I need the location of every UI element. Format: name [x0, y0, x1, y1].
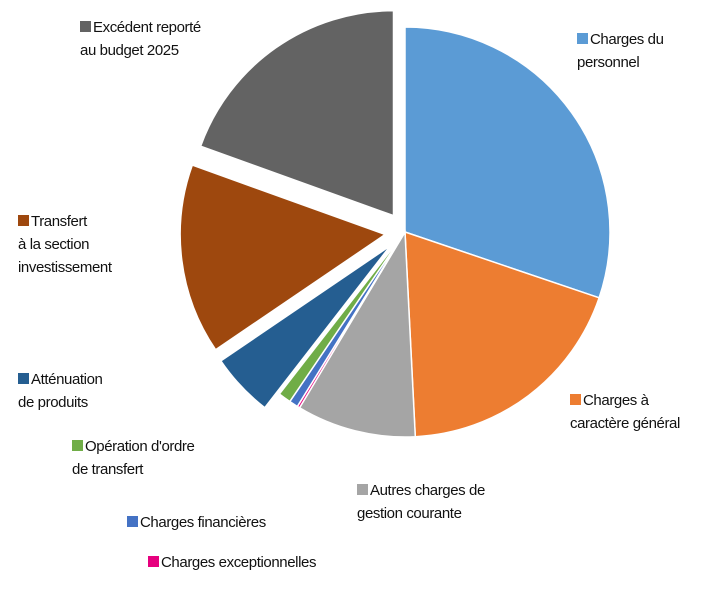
label-text: Autres charges de gestion courante: [357, 482, 485, 522]
legend-swatch: [357, 484, 368, 495]
pie-slice: [219, 245, 392, 409]
pie-slice: [298, 229, 417, 438]
slice-label: Charges exceptionnelles: [148, 551, 316, 574]
legend-swatch: [18, 215, 29, 226]
pie-slice: [199, 9, 395, 217]
label-text: Excédent reporté au budget 2025: [80, 19, 201, 59]
label-text: Transfert à la section investissement: [18, 213, 112, 276]
slice-label: Excédent reporté au budget 2025: [80, 16, 201, 62]
slice-label: Autres charges de gestion courante: [357, 479, 485, 525]
legend-swatch: [577, 33, 588, 44]
label-text: Charges financières: [140, 514, 266, 531]
label-text: Charges à caractère général: [570, 392, 680, 432]
label-text: Charges exceptionnelles: [161, 554, 317, 571]
label-text: Atténuation de produits: [18, 371, 103, 411]
slice-label: Charges financières: [127, 511, 266, 534]
label-text: Opération d'ordre de transfert: [72, 438, 195, 478]
slice-label: Transfert à la section investissement: [18, 210, 112, 279]
legend-swatch: [148, 556, 159, 567]
legend-swatch: [570, 394, 581, 405]
pie-slice: [278, 231, 406, 403]
legend-swatch: [18, 373, 29, 384]
slice-label: Atténuation de produits: [18, 368, 103, 414]
label-text: Charges du personnel: [577, 31, 664, 71]
legend-swatch: [127, 516, 138, 527]
slice-label: Charges à caractère général: [570, 389, 680, 435]
pie-slice: [404, 26, 611, 299]
pie-slice: [404, 230, 601, 438]
slice-label: Charges du personnel: [577, 28, 664, 74]
legend-swatch: [72, 440, 83, 451]
legend-swatch: [80, 21, 91, 32]
slice-label: Opération d'ordre de transfert: [72, 435, 195, 481]
pie-slice: [179, 164, 387, 351]
